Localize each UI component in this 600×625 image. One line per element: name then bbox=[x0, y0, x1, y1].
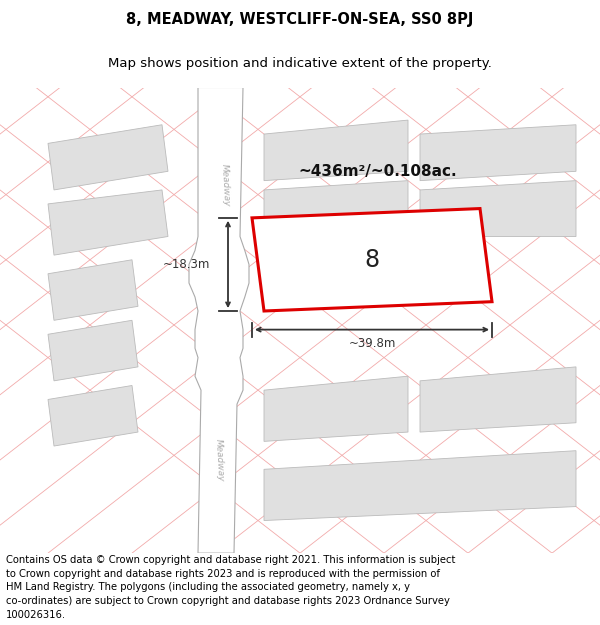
Polygon shape bbox=[264, 376, 408, 441]
Polygon shape bbox=[420, 181, 576, 236]
Polygon shape bbox=[48, 190, 168, 255]
Polygon shape bbox=[264, 451, 576, 521]
Polygon shape bbox=[252, 209, 492, 311]
Polygon shape bbox=[48, 320, 138, 381]
Text: Meadway: Meadway bbox=[220, 164, 230, 207]
Polygon shape bbox=[48, 260, 138, 320]
Polygon shape bbox=[264, 120, 408, 181]
Polygon shape bbox=[420, 367, 576, 432]
Text: ~436m²/~0.108ac.: ~436m²/~0.108ac. bbox=[299, 164, 457, 179]
Text: Meadway: Meadway bbox=[214, 438, 224, 482]
Polygon shape bbox=[48, 386, 138, 446]
Text: Map shows position and indicative extent of the property.: Map shows position and indicative extent… bbox=[108, 56, 492, 69]
Text: ~39.8m: ~39.8m bbox=[349, 337, 395, 350]
Text: 8: 8 bbox=[364, 248, 380, 272]
Text: Contains OS data © Crown copyright and database right 2021. This information is : Contains OS data © Crown copyright and d… bbox=[6, 555, 455, 619]
Polygon shape bbox=[264, 181, 408, 241]
Polygon shape bbox=[420, 125, 576, 181]
Text: 8, MEADWAY, WESTCLIFF-ON-SEA, SS0 8PJ: 8, MEADWAY, WESTCLIFF-ON-SEA, SS0 8PJ bbox=[127, 12, 473, 27]
Text: ~18.3m: ~18.3m bbox=[163, 258, 209, 271]
Polygon shape bbox=[48, 125, 168, 190]
Polygon shape bbox=[189, 88, 249, 553]
